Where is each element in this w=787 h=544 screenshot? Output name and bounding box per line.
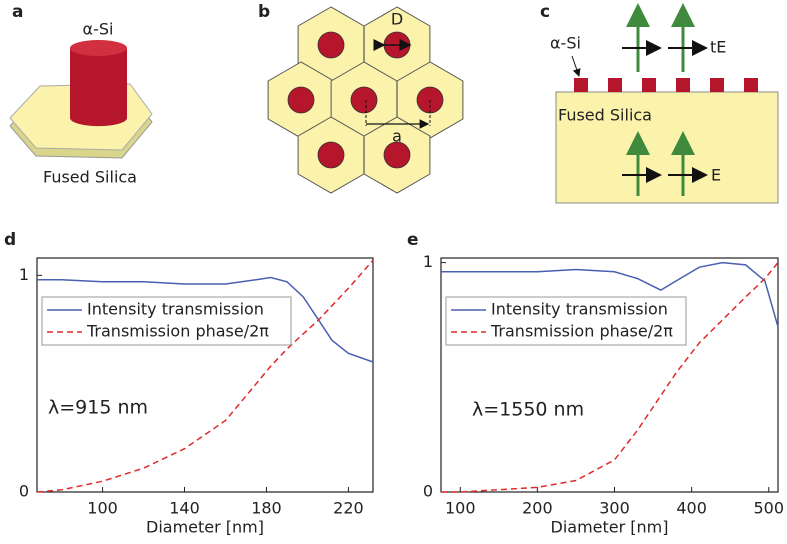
panel-label: b <box>258 2 270 22</box>
field-label: E <box>711 166 721 185</box>
x-axis-label: Diameter [nm] <box>551 518 669 537</box>
y-tick-label: 0 <box>423 482 433 501</box>
plot-frame <box>440 257 779 493</box>
annotation: λ=1550 nm <box>472 399 584 421</box>
schematic <box>555 3 779 204</box>
series-line <box>441 262 779 493</box>
legend-label: Transmission phase/2π <box>86 322 269 341</box>
pillar <box>287 86 315 114</box>
field-label: tE <box>710 38 726 57</box>
y-tick-label: 0 <box>19 482 29 501</box>
lattice-label: a <box>392 127 402 146</box>
x-tick-label: 140 <box>169 499 200 518</box>
y-tick-label: 1 <box>19 265 29 284</box>
pillar <box>317 31 345 59</box>
panel-label: c <box>540 2 550 22</box>
x-tick-label: 300 <box>599 499 630 518</box>
pillar-illustration <box>9 40 153 159</box>
legend-label: Transmission phase/2π <box>490 322 673 341</box>
x-tick-label: 180 <box>251 499 282 518</box>
series-line <box>441 261 779 328</box>
legend-label: Intensity transmission <box>87 300 264 319</box>
legend-box <box>445 296 687 346</box>
pillar <box>350 86 378 114</box>
x-tick-label: 200 <box>522 499 553 518</box>
x-tick-label: 100 <box>87 499 118 518</box>
pillar-label: α-Si <box>550 34 581 53</box>
pillar <box>383 141 411 169</box>
x-tick-label: 220 <box>333 499 364 518</box>
series-line <box>36 259 374 493</box>
legend-box <box>41 296 292 346</box>
diameter-label: D <box>391 10 403 29</box>
legend-label: Intensity transmission <box>491 300 668 319</box>
panel-label: e <box>407 230 419 250</box>
plot-frame <box>36 257 374 493</box>
panel-label: d <box>4 230 16 250</box>
substrate-label: Fused Silica <box>43 168 137 187</box>
x-tick-label: 400 <box>676 499 707 518</box>
y-tick-label: 1 <box>423 252 433 271</box>
x-tick-label: 500 <box>753 499 784 518</box>
panel-label: a <box>12 2 23 22</box>
pillar <box>317 141 345 169</box>
pillar-label: α-Si <box>83 20 114 39</box>
x-tick-label: 100 <box>445 499 476 518</box>
x-axis-label: Diameter [nm] <box>146 518 264 537</box>
annotation: λ=915 nm <box>48 397 148 419</box>
series-line <box>37 276 374 363</box>
substrate-label: Fused Silica <box>558 106 652 125</box>
